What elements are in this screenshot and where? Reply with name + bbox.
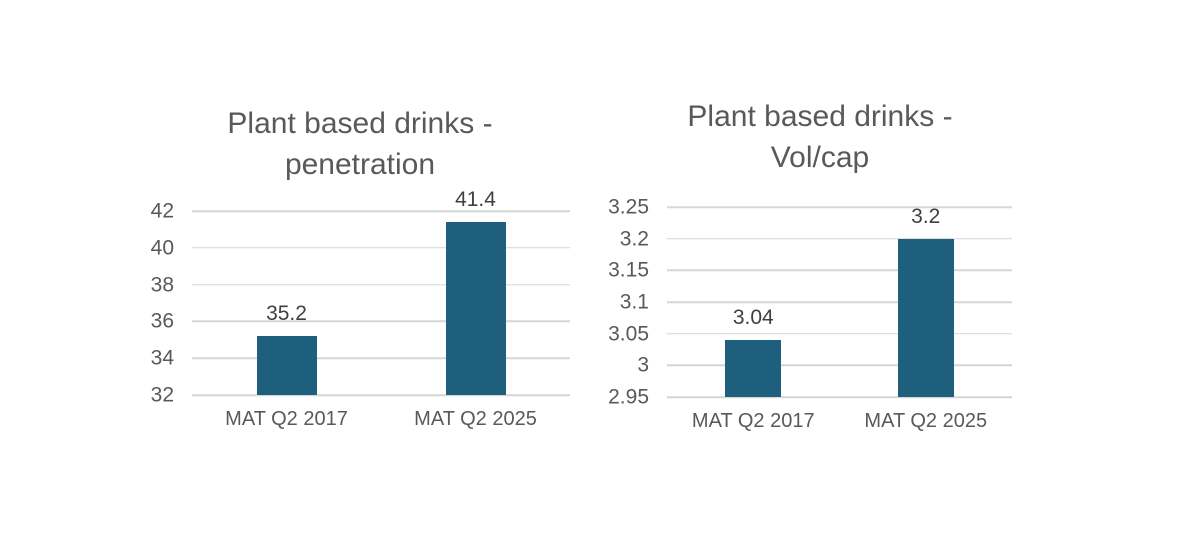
gridline: [192, 394, 570, 396]
gridline: [667, 396, 1012, 398]
gridline: [667, 301, 1012, 303]
y-axis-tick-label: 3.15: [608, 258, 649, 282]
bar: [256, 336, 317, 395]
y-axis-tick-label: 36: [150, 309, 174, 333]
chart-penetration: Plant based drinks - penetration 42 40 38 36…: [130, 95, 590, 445]
y-axis-tick-label: 2.95: [608, 385, 649, 409]
gridline: [667, 364, 1012, 367]
bar-value-label: 3.04: [732, 306, 774, 329]
gridline: [667, 237, 1012, 240]
x-axis-category-label: MAT Q2 2017: [691, 410, 815, 432]
bar: [445, 222, 506, 395]
chart-title: Plant based drinks - Vol/cap: [600, 96, 1040, 178]
gridline: [667, 269, 1012, 272]
y-axis-tick-label: 38: [150, 273, 174, 297]
y-axis-tick-label: 3.1: [619, 290, 649, 314]
gridline: [192, 247, 570, 249]
y-axis-tick-label: 42: [150, 199, 174, 223]
x-axis-category-label: MAT Q2 2017: [225, 408, 348, 430]
gridline: [192, 320, 570, 323]
chart-title-line: Plant based drinks -: [227, 107, 493, 140]
bar: [725, 340, 782, 397]
chart-title-line: Plant based drinks -: [687, 100, 953, 133]
y-axis-tick-label: 34: [150, 346, 174, 370]
chart-title-line: penetration: [284, 148, 436, 181]
bar-value-label: 35.2: [266, 302, 307, 326]
gridline: [192, 210, 570, 212]
chart-volcap: Plant based drinks - Vol/cap 3.25 3.2 3.15 3…: [600, 88, 1040, 445]
y-axis-tick-label: 3.25: [608, 195, 649, 219]
y-axis-tick-label: 32: [150, 383, 174, 407]
bar-value-label: 41.4: [455, 188, 496, 212]
y-axis-tick-label: 40: [150, 236, 174, 260]
x-axis-category-label: MAT Q2 2025: [414, 408, 537, 430]
chart-title: Plant based drinks - penetration: [130, 103, 590, 185]
gridline: [667, 332, 1012, 335]
plot-area: 42 40 38 36 34 32 35.2 MAT Q2 2017 41.4 MAT Q2 20…: [151, 189, 570, 429]
y-axis-tick-label: 3.05: [608, 322, 649, 346]
bar-value-label: 3.2: [911, 204, 941, 228]
bar: [897, 238, 954, 397]
y-axis-tick-label: 3.2: [619, 227, 649, 251]
gridline: [192, 283, 570, 286]
gridline: [192, 357, 570, 359]
gridline: [667, 206, 1012, 208]
plot-area: 3.25 3.2 3.15 3.1 3.05 3 2.95 3.04 MAT Q2 2017 3.…: [608, 197, 1012, 431]
x-axis-category-label: MAT Q2 2025: [864, 410, 988, 432]
chart-title-line: Vol/cap: [770, 141, 870, 174]
y-axis-tick-label: 3: [637, 353, 649, 377]
